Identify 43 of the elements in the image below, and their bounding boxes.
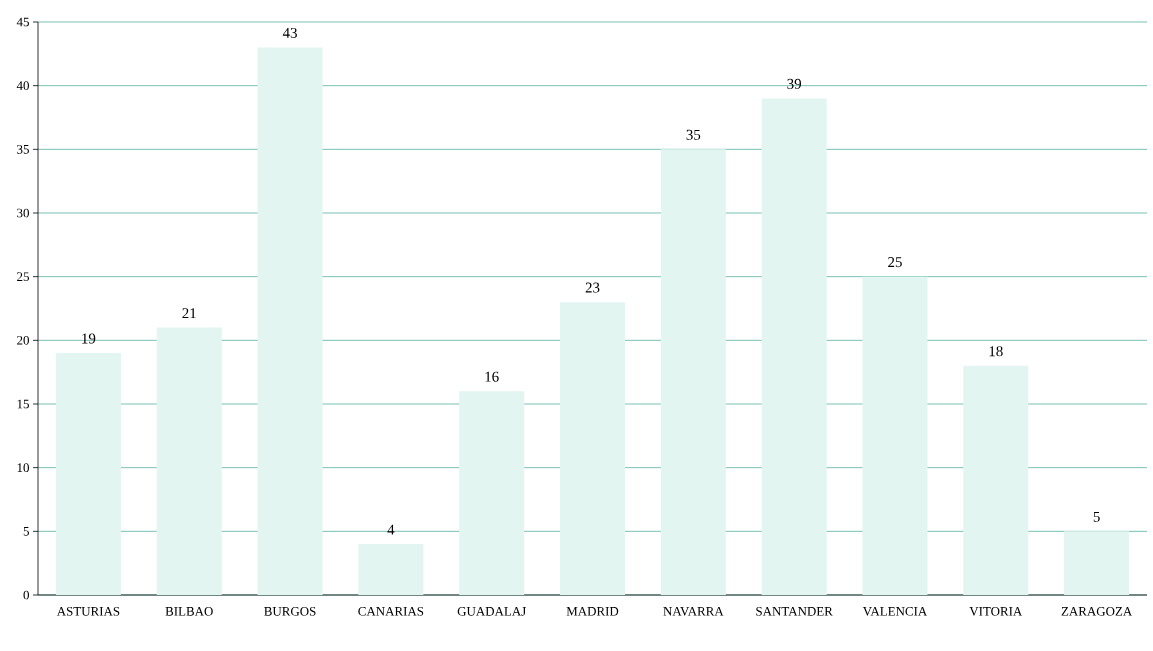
x-tick-label: NAVARRA: [663, 607, 724, 616]
y-tick-label: 45: [16, 17, 29, 27]
y-tick-label: 0: [23, 590, 29, 600]
y-tick-label: 10: [17, 463, 29, 473]
y-tick-label: 15: [17, 399, 29, 409]
x-tick-label: CANARIAS: [358, 607, 424, 616]
y-tick-label: 35: [17, 144, 29, 154]
data-label: 16: [485, 371, 499, 382]
bar: [660, 149, 726, 595]
data-label: 39: [787, 78, 802, 89]
bar: [55, 353, 121, 595]
x-tick-label: GUADALAJ: [457, 607, 526, 616]
bar: [560, 302, 626, 595]
bar: [963, 365, 1029, 595]
data-label: 18: [989, 346, 1003, 357]
y-tick-label: 20: [17, 335, 29, 345]
bar: [257, 47, 323, 595]
data-label: 35: [686, 129, 701, 140]
x-tick-label: BILBAO: [165, 607, 213, 616]
x-tick-label: VITORIA: [969, 607, 1023, 616]
data-label: 4: [387, 524, 395, 535]
y-tick-label: 5: [23, 527, 29, 536]
data-label: 43: [282, 27, 297, 38]
bar: [156, 327, 222, 595]
x-tick-label: MADRID: [566, 607, 619, 616]
y-tick-label: 40: [16, 81, 29, 91]
data-label: 25: [888, 257, 902, 268]
x-tick-label: ASTURIAS: [56, 607, 120, 616]
y-tick-label: 30: [17, 208, 29, 218]
bar: [459, 391, 525, 595]
x-tick-label: SANTANDER: [756, 607, 833, 616]
bar: [761, 98, 827, 595]
bar: [358, 544, 424, 595]
data-label: 19: [82, 333, 96, 344]
data-label: 21: [182, 308, 196, 319]
data-label: 23: [585, 282, 600, 293]
bar: [862, 276, 928, 595]
x-tick-label: BURGOS: [264, 607, 316, 616]
y-tick-label: 25: [17, 272, 29, 282]
x-tick-label: ZARAGOZA: [1061, 607, 1133, 616]
bar: [1064, 531, 1130, 595]
data-label: 5: [1093, 511, 1100, 522]
x-tick-label: VALENCIA: [862, 607, 928, 616]
